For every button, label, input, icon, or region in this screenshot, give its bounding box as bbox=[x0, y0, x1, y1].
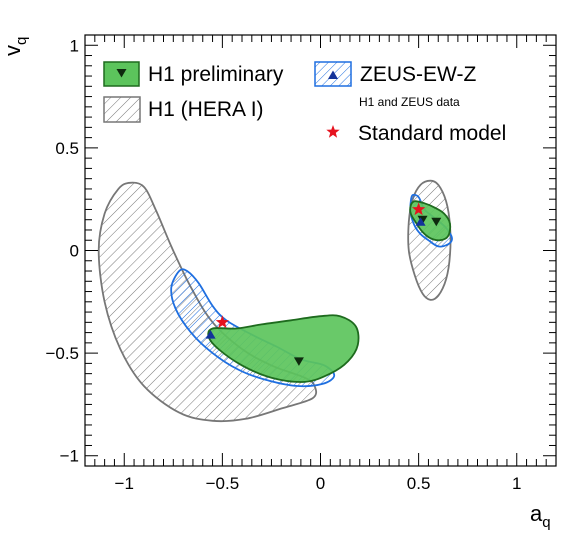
legend-label-h1-hera1: H1 (HERA I) bbox=[148, 98, 264, 121]
triangle-down-marker-h1-prelim-2 bbox=[417, 215, 428, 225]
star-marker-sm-1 bbox=[215, 315, 229, 328]
legend-triangle-down-marker bbox=[116, 69, 127, 78]
legend-label-h1-preliminary: H1 preliminary bbox=[148, 63, 284, 86]
x-axis-title: aq bbox=[530, 501, 551, 531]
contour-h1-prelim-1 bbox=[207, 314, 360, 383]
x-tick-label: −0.5 bbox=[206, 474, 240, 493]
y-tick-label: −0.5 bbox=[45, 344, 79, 363]
legend-note-zeus: H1 and ZEUS data bbox=[359, 95, 460, 109]
legend-star-marker bbox=[326, 125, 340, 138]
x-tick-label: 0 bbox=[316, 474, 325, 493]
triangle-up-marker-zeus-2 bbox=[415, 217, 426, 226]
y-tick-label: 1 bbox=[70, 36, 79, 55]
legend-item-zeus: ZEUS-EW-Z H1 and ZEUS data bbox=[314, 61, 476, 109]
x-tick-label: −1 bbox=[115, 474, 134, 493]
x-tick-label: 0.5 bbox=[407, 474, 431, 493]
tick-labels: −1 −0.5 0 0.5 1 −1 −0.5 0 0.5 1 bbox=[45, 36, 521, 493]
legend-triangle-up-marker bbox=[328, 70, 338, 79]
legend: H1 preliminary ZEUS-EW-Z H1 and ZEUS dat… bbox=[103, 61, 506, 145]
triangle-up-marker-zeus-1 bbox=[205, 330, 216, 339]
y-tick-label: 0.5 bbox=[55, 139, 79, 158]
axis-ticks bbox=[84, 34, 557, 467]
legend-label-standard-model: Standard model bbox=[358, 122, 506, 145]
legend-item-standard-model: Standard model bbox=[326, 122, 506, 145]
y-tick-label: 0 bbox=[70, 242, 79, 261]
legend-item-h1-preliminary: H1 preliminary bbox=[103, 61, 284, 87]
y-axis-title: vq bbox=[0, 37, 30, 56]
star-marker-sm-2 bbox=[412, 202, 426, 216]
y-tick-label: −1 bbox=[60, 447, 79, 466]
legend-item-h1-hera1: H1 (HERA I) bbox=[103, 96, 264, 123]
contour-layer bbox=[97, 179, 453, 423]
marker-layer bbox=[205, 202, 442, 366]
triangle-down-marker-h1-prelim-1 bbox=[293, 357, 304, 366]
legend-label-zeus: ZEUS-EW-Z bbox=[360, 63, 476, 86]
legend-swatch-h1-hera1 bbox=[103, 96, 141, 123]
triangle-down-marker-h1-prelim-3 bbox=[431, 217, 442, 227]
x-tick-label: 1 bbox=[512, 474, 521, 493]
